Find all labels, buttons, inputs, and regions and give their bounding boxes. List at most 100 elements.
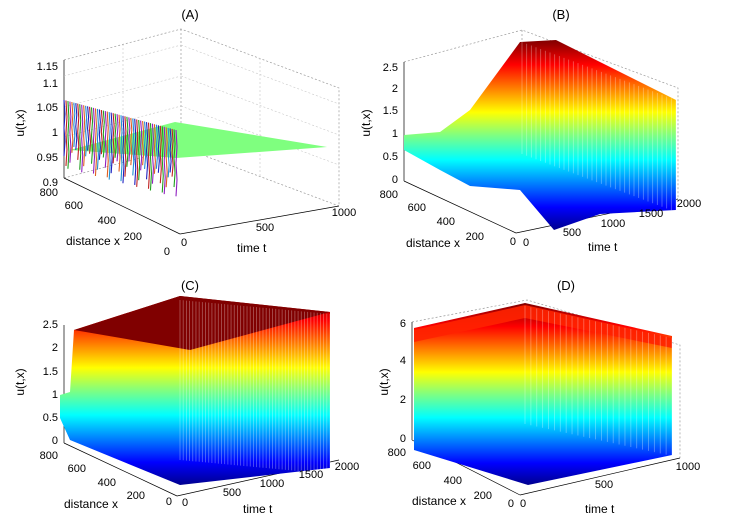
- panel-a-wave-trace: [138, 119, 141, 181]
- panel-c-y-tick-label: 1500: [299, 469, 323, 481]
- panel-a-surface: [63, 99, 327, 197]
- panel-d-top-band: [414, 305, 672, 348]
- panel-b-y-tick-label: 0: [523, 237, 529, 249]
- panel-a-y-tick-label: 1000: [332, 207, 356, 219]
- panel-a-wave-trace: [108, 112, 111, 180]
- panel-a-wave-trace: [67, 101, 70, 169]
- panel-b-x-tick-label: 600: [408, 202, 426, 214]
- panel-a-z-tick-label: 1.15: [37, 61, 58, 73]
- panel-c-xlabel: distance x: [64, 497, 118, 511]
- panel-d-z-tick-label: 2: [400, 394, 406, 406]
- panel-b-y-tick-label: 1000: [601, 218, 625, 230]
- panel-b-y-tick-label: 1500: [639, 208, 663, 220]
- panel-c-y-tick-label: 1000: [260, 478, 284, 490]
- panel-d-ylabel: time t: [585, 502, 615, 516]
- panel-a-wave-trace: [163, 126, 166, 195]
- panel-c-zlabel: u(t,x): [13, 368, 27, 395]
- panel-b-y-tick-label: 2000: [677, 198, 701, 210]
- panel-c-y-tick-label: 2000: [335, 461, 359, 473]
- panel-a-wave-trace: [79, 104, 82, 170]
- panel-d-z-ticks: 6 4 2 0: [400, 318, 406, 445]
- panel-b-ylabel: time t: [588, 240, 618, 254]
- panel-c-y-tick-label: 500: [223, 487, 241, 499]
- panel-c-z-tick-label: 2.5: [43, 319, 58, 331]
- panel-a-y-tick-label: 0: [181, 237, 187, 249]
- panel-d-z-tick-label: 0: [400, 433, 406, 445]
- panel-a-wave-trace: [126, 116, 129, 167]
- panel-a-wave-trace: [142, 121, 145, 166]
- panel-a-wave-trace: [65, 100, 68, 166]
- panel-b-ridges: [521, 42, 677, 212]
- panel-c-z-tick-label: 0: [52, 435, 58, 447]
- panel-d-title: (D): [557, 278, 575, 293]
- panel-c-y-tick-label: 0: [182, 497, 188, 509]
- panel-d-z-tick-label: 4: [400, 355, 406, 367]
- panel-a-z-tick-label: 0.95: [37, 152, 58, 164]
- panel-d-x-ticks: 800 600 400 200 0: [388, 447, 514, 510]
- panel-b-z-tick-label: 1: [392, 128, 398, 140]
- panel-d-x-tick-label: 200: [474, 490, 492, 502]
- panel-a-z-tick-label: 1.1: [43, 78, 58, 90]
- panel-a-wave-trace: [145, 122, 149, 180]
- panel-a-steady-plane: [70, 122, 327, 158]
- panel-c-x-tick-label: 600: [68, 463, 86, 475]
- panel-c-z-tick-label: 2: [52, 342, 58, 354]
- panel-a-wave-trace: [118, 114, 121, 172]
- panel-a-wave-trace: [134, 118, 137, 185]
- panel-a-wave-trace: [83, 105, 86, 167]
- panel-a-wave-trace: [136, 119, 139, 187]
- panel-a-wave-trace: [71, 102, 74, 153]
- panel-a-y-ticks: 0 500 1000: [181, 207, 356, 249]
- panel-b-y-tick-label: 500: [563, 227, 581, 239]
- panel-c-surface: [60, 296, 330, 485]
- panel-d-zlabel: u(t,x): [377, 368, 391, 395]
- panel-a-wave-trace: [106, 111, 109, 178]
- panel-c-ylabel: time t: [243, 502, 273, 516]
- panel-d-y-tick-label: 0: [520, 498, 526, 510]
- panel-a-wave-trace: [169, 128, 172, 173]
- panel-a-zlabel: u(t,x): [13, 109, 27, 136]
- panel-a-x-ticks: 800 600 400 200 0: [40, 187, 170, 258]
- panel-a-wave-trace: [159, 125, 162, 184]
- panel-b-z-tick-label: 2: [392, 83, 398, 95]
- panel-a: (A) 1.15 1.1 1.05 1 0.95: [13, 7, 356, 258]
- panel-d: (D) 6 4 2 0 800 600 400 200 0 0 500 1000: [377, 278, 700, 516]
- panel-a-wave-trace: [167, 127, 170, 178]
- panel-c-x-tick-label: 800: [40, 450, 58, 462]
- panel-d-x-tick-label: 0: [508, 498, 514, 510]
- panel-b-x-tick-label: 800: [380, 189, 398, 201]
- panel-b-z-ticks: 2.5 2 1.5 1 0.5 0: [383, 62, 398, 186]
- panel-a-wave-trace: [102, 110, 105, 158]
- panel-a-wave-trace: [157, 125, 160, 173]
- panel-a-xlabel: distance x: [66, 234, 120, 248]
- panel-a-wave-trace: [98, 109, 101, 160]
- panel-a-wave-trace: [73, 102, 76, 147]
- panel-b-surface: [404, 40, 676, 230]
- panel-a-wave-trace: [110, 112, 113, 174]
- panel-b-z-tick-label: 2.5: [383, 62, 398, 74]
- panel-a-wave-trace: [161, 126, 164, 193]
- panel-a-wave-trace: [100, 109, 103, 155]
- panel-a-title: (A): [181, 7, 198, 22]
- panel-c-top-plateau: [74, 296, 330, 350]
- panel-a-wave-trace: [175, 129, 178, 197]
- panel-a-wave-trace: [120, 115, 123, 182]
- panel-b-xlabel: distance x: [406, 236, 460, 250]
- panel-b-x-tick-label: 400: [437, 216, 455, 228]
- panel-a-wave-trace: [63, 99, 66, 157]
- panel-a-grid: [63, 44, 340, 176]
- panel-a-z-tick-label: 0.9: [43, 177, 58, 189]
- panel-b-x-tick-label: 0: [510, 236, 516, 248]
- panel-a-x-tick-label: 600: [65, 200, 83, 212]
- panel-a-wave-trace: [75, 103, 78, 150]
- panel-d-y-tick-label: 1000: [676, 461, 700, 473]
- panel-b-z-tick-label: 0.5: [383, 151, 398, 163]
- panel-c-z-ticks: 2.5 2 1.5 1 0.5 0: [43, 319, 58, 447]
- panel-a-wave-trace: [153, 124, 156, 174]
- panel-d-y-tick-label: 500: [595, 479, 613, 491]
- panel-a-x-tick-label: 200: [124, 231, 142, 243]
- panel-c-y-ticks: 0 500 1000 1500 2000: [182, 461, 359, 509]
- panel-a-wave-trace: [77, 103, 80, 160]
- panel-a-wave-trace: [124, 116, 127, 177]
